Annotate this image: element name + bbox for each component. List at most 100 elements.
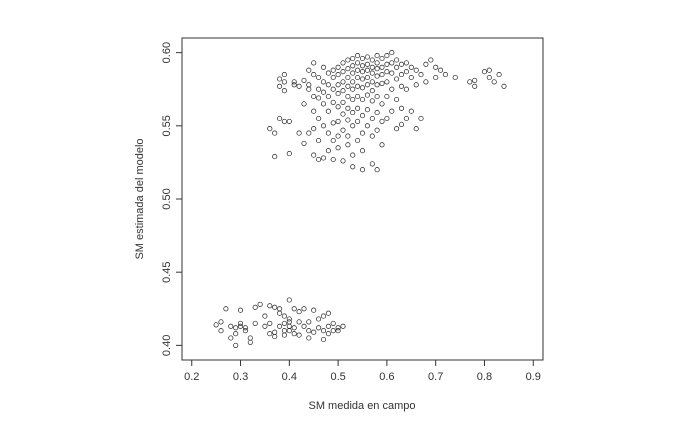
scatter-point bbox=[369, 88, 375, 94]
scatter-point bbox=[296, 319, 302, 325]
scatter-point bbox=[330, 120, 336, 126]
scatter-point bbox=[364, 74, 370, 81]
scatter-point bbox=[428, 57, 434, 63]
scatter-point bbox=[306, 82, 312, 88]
scatter-point bbox=[306, 319, 312, 325]
scatter-point bbox=[384, 61, 390, 67]
scatter-point bbox=[418, 115, 424, 122]
scatter-point bbox=[452, 74, 458, 81]
scatter-point bbox=[374, 66, 380, 72]
scatter-point bbox=[311, 329, 317, 335]
scatter-point bbox=[218, 319, 224, 325]
scatter-point bbox=[345, 142, 351, 148]
scatter-point bbox=[374, 127, 380, 133]
scatter-point bbox=[223, 306, 229, 312]
scatter-point bbox=[291, 79, 297, 85]
scatter-point bbox=[218, 328, 224, 334]
scatter-point bbox=[325, 93, 331, 100]
scatter-point bbox=[281, 328, 287, 334]
scatter-point bbox=[296, 130, 302, 136]
scatter-point bbox=[374, 73, 380, 79]
scatter-point bbox=[286, 323, 292, 329]
scatter-point bbox=[364, 123, 370, 129]
scatter-point bbox=[301, 306, 307, 312]
scatter-point bbox=[384, 79, 390, 85]
scatter-point bbox=[286, 316, 292, 322]
scatter-point bbox=[340, 111, 346, 117]
scatter-point bbox=[355, 83, 361, 89]
scatter-point bbox=[345, 66, 351, 72]
scatter-point bbox=[320, 123, 327, 129]
scatter-point bbox=[364, 107, 370, 113]
scatter-point bbox=[247, 335, 253, 341]
scatter-point bbox=[369, 161, 375, 167]
scatter-point bbox=[350, 96, 356, 103]
scatter-point bbox=[379, 64, 385, 70]
scatter-point bbox=[394, 96, 400, 103]
scatter-point bbox=[286, 297, 292, 303]
scatter-point bbox=[501, 83, 507, 89]
scatter-point bbox=[335, 104, 341, 110]
scatter-point bbox=[320, 336, 327, 343]
scatter-point bbox=[286, 118, 292, 124]
scatter-point bbox=[233, 325, 239, 331]
scatter-point bbox=[325, 148, 331, 154]
scatter-point bbox=[233, 331, 239, 337]
scatter-point bbox=[340, 127, 346, 133]
scatter-point bbox=[379, 55, 385, 62]
scatter-point bbox=[442, 72, 448, 78]
scatter-point bbox=[408, 108, 414, 114]
scatter-point bbox=[311, 60, 317, 66]
scatter-point bbox=[228, 335, 234, 341]
scatter-point bbox=[491, 79, 497, 85]
scatter-point bbox=[350, 55, 356, 62]
x-tick-label: 0.4 bbox=[282, 371, 297, 383]
scatter-point bbox=[311, 126, 317, 132]
scatter-point bbox=[408, 74, 414, 81]
scatter-point bbox=[423, 79, 429, 85]
scatter-point bbox=[316, 316, 322, 322]
scatter-point bbox=[389, 60, 395, 66]
scatter-point bbox=[369, 70, 375, 76]
scatter-point bbox=[316, 95, 322, 101]
scatter-point bbox=[335, 118, 341, 124]
scatter-point bbox=[355, 74, 361, 81]
axis-ticks: 0.2 0.3 0.4 0.5 0.6 0.7 0.8 0.9 0.40 0.45 0.50 0.55… bbox=[161, 42, 541, 383]
scatter-point bbox=[335, 72, 341, 78]
scatter-point bbox=[281, 313, 287, 319]
x-tick-label: 0.3 bbox=[233, 371, 248, 383]
scatter-point bbox=[413, 67, 419, 73]
scatter-point bbox=[359, 167, 366, 173]
x-tick-label: 0.6 bbox=[379, 371, 394, 383]
x-axis-label: SM medida en campo bbox=[309, 400, 416, 412]
scatter-point bbox=[316, 325, 322, 331]
scatter-point bbox=[398, 72, 405, 78]
scatter-point bbox=[350, 123, 356, 129]
scatter-point bbox=[394, 76, 400, 82]
scatter-point bbox=[330, 328, 336, 334]
scatter-point bbox=[369, 98, 375, 104]
scatter-point bbox=[355, 67, 361, 73]
scatter-point bbox=[350, 79, 356, 85]
scatter-point bbox=[272, 334, 278, 340]
scatter-point bbox=[291, 331, 297, 337]
scatter-point bbox=[325, 130, 331, 136]
scatter-point bbox=[316, 156, 322, 163]
scatter-point bbox=[286, 151, 292, 157]
scatter-point bbox=[335, 325, 341, 331]
scatter-point bbox=[355, 118, 361, 124]
scatter-point bbox=[267, 320, 273, 326]
scatter-point bbox=[369, 133, 375, 139]
scatter-point bbox=[320, 328, 327, 334]
scatter-point bbox=[398, 121, 405, 127]
scatter-point bbox=[374, 60, 380, 66]
scatter-point bbox=[355, 105, 361, 111]
scatter-point bbox=[394, 126, 400, 132]
scatter-point bbox=[325, 82, 331, 88]
scatter-point bbox=[277, 76, 283, 82]
scatter-point bbox=[228, 323, 234, 329]
scatter-point bbox=[267, 331, 273, 337]
scatter-point bbox=[472, 77, 478, 83]
scatter-point bbox=[306, 86, 312, 92]
